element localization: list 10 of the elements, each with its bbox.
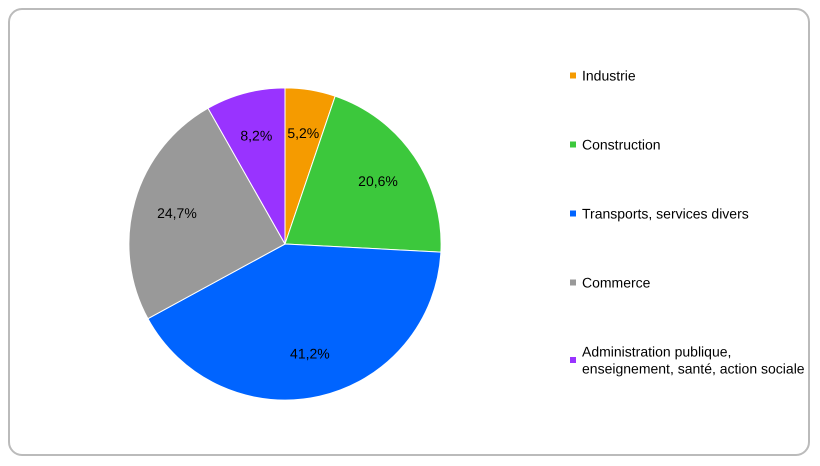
data-label: 20,6% [358, 172, 398, 189]
data-label: 24,7% [157, 205, 197, 222]
data-label: 5,2% [287, 125, 320, 142]
data-label: 41,2% [290, 346, 330, 362]
legend-label: Commerce [582, 274, 651, 290]
legend-label: Transports, services divers [582, 206, 749, 222]
legend-label: Industrie [582, 68, 636, 84]
data-label: 8,2% [240, 127, 272, 144]
legend-label: Construction [582, 136, 661, 152]
legend-label: Administration publique, enseignement, santé, action sociale [582, 344, 805, 376]
